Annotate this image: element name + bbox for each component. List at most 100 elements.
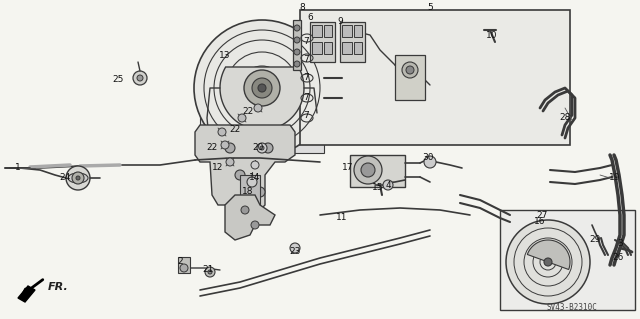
Bar [240, 175, 260, 205]
Circle shape [294, 61, 300, 67]
Text: 25: 25 [112, 76, 124, 85]
Circle shape [257, 143, 267, 153]
Circle shape [76, 176, 80, 180]
Text: 7: 7 [303, 38, 309, 47]
Circle shape [218, 128, 226, 136]
Text: 22: 22 [229, 125, 241, 135]
Polygon shape [220, 67, 304, 130]
Polygon shape [527, 240, 570, 270]
Text: 2: 2 [177, 257, 183, 266]
Circle shape [225, 143, 235, 153]
Circle shape [290, 243, 300, 253]
Text: 1: 1 [15, 164, 21, 173]
Text: 18: 18 [243, 188, 253, 197]
Circle shape [235, 170, 245, 180]
Circle shape [238, 114, 246, 122]
Circle shape [66, 166, 90, 190]
Bar [500, 210, 635, 310]
Text: 4: 4 [385, 181, 391, 189]
Bar [354, 25, 362, 37]
Text: 6: 6 [307, 13, 313, 23]
Text: 14: 14 [250, 174, 260, 182]
Text: 28: 28 [559, 114, 571, 122]
Text: 17: 17 [342, 164, 354, 173]
Bar [293, 20, 301, 70]
Text: 23: 23 [289, 248, 301, 256]
Text: 7: 7 [303, 112, 309, 121]
Circle shape [255, 187, 265, 197]
Text: 29: 29 [589, 235, 601, 244]
Bar [200, 108, 324, 153]
Circle shape [257, 83, 267, 93]
Circle shape [208, 270, 212, 274]
Circle shape [244, 70, 280, 106]
Text: 9: 9 [337, 18, 343, 26]
Text: 24: 24 [60, 174, 70, 182]
Circle shape [354, 156, 382, 184]
Text: 10: 10 [486, 31, 498, 40]
Circle shape [251, 161, 259, 169]
Polygon shape [195, 125, 295, 215]
Bar [324, 42, 332, 54]
Bar [350, 155, 405, 187]
Circle shape [252, 78, 272, 98]
Polygon shape [300, 10, 570, 145]
Circle shape [133, 71, 147, 85]
Circle shape [263, 143, 273, 153]
Text: SV43-B2310C: SV43-B2310C [547, 303, 597, 313]
Circle shape [247, 177, 257, 187]
Circle shape [72, 172, 84, 184]
Bar [395, 55, 425, 100]
Circle shape [221, 141, 229, 149]
Bar [310, 22, 335, 62]
Text: 7: 7 [303, 73, 309, 83]
Text: 12: 12 [212, 164, 224, 173]
Text: 3: 3 [617, 239, 623, 248]
Text: 26: 26 [612, 254, 624, 263]
Text: 7: 7 [303, 93, 309, 102]
Circle shape [258, 84, 266, 92]
Ellipse shape [68, 173, 88, 183]
Polygon shape [18, 286, 35, 302]
Circle shape [424, 156, 436, 168]
Bar [312, 25, 322, 37]
Bar [312, 42, 322, 54]
Bar [340, 22, 365, 62]
Text: FR.: FR. [48, 282, 68, 292]
Circle shape [254, 104, 262, 112]
Text: 13: 13 [220, 50, 231, 60]
Text: 8: 8 [299, 4, 305, 12]
Bar [342, 42, 352, 54]
Bar [178, 257, 190, 273]
Circle shape [260, 146, 264, 150]
Text: 15: 15 [372, 183, 384, 192]
Text: 7: 7 [303, 56, 309, 64]
Text: 16: 16 [534, 218, 546, 226]
Circle shape [383, 180, 393, 190]
Circle shape [137, 75, 143, 81]
Circle shape [251, 221, 259, 229]
Circle shape [294, 49, 300, 55]
Text: 11: 11 [336, 213, 348, 222]
Circle shape [241, 206, 249, 214]
Bar [354, 42, 362, 54]
Text: 5: 5 [427, 4, 433, 12]
Circle shape [544, 258, 552, 266]
Circle shape [402, 62, 418, 78]
Circle shape [180, 264, 188, 272]
Text: 19: 19 [609, 174, 621, 182]
Text: 30: 30 [422, 153, 434, 162]
Circle shape [406, 66, 414, 74]
Circle shape [361, 163, 375, 177]
Text: 27: 27 [536, 211, 548, 219]
Text: 22: 22 [206, 144, 218, 152]
Circle shape [226, 158, 234, 166]
Circle shape [205, 267, 215, 277]
Bar [342, 25, 352, 37]
Text: 20: 20 [252, 144, 264, 152]
Circle shape [506, 220, 590, 304]
Bar [324, 25, 332, 37]
Circle shape [294, 25, 300, 31]
Circle shape [194, 20, 330, 156]
Circle shape [294, 37, 300, 43]
